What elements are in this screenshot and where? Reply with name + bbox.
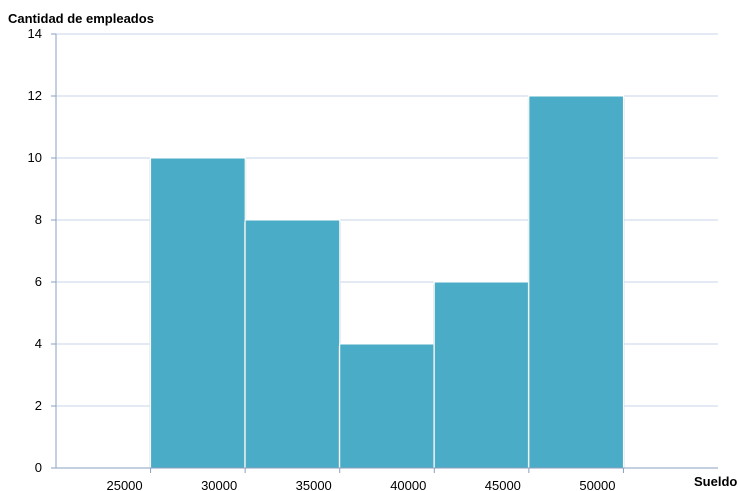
x-tick-label-40000: 40000 bbox=[390, 478, 426, 491]
axes bbox=[51, 33, 718, 473]
y-tick-label-10: 10 bbox=[28, 150, 42, 165]
x-tick-labels: 25000 30000 35000 40000 45000 50000 bbox=[106, 478, 615, 491]
y-tick-label-14: 14 bbox=[28, 26, 42, 41]
x-axis-label: Sueldo bbox=[694, 474, 737, 489]
y-tick-label-2: 2 bbox=[35, 398, 42, 413]
x-tick-label-30000: 30000 bbox=[201, 478, 237, 491]
y-tick-label-0: 0 bbox=[35, 460, 42, 475]
bar-30000-35000 bbox=[244, 219, 341, 469]
bars bbox=[149, 95, 625, 469]
x-tick-label-35000: 35000 bbox=[296, 478, 332, 491]
y-tick-labels: 0 2 4 6 8 10 12 14 bbox=[28, 26, 42, 475]
y-tick-label-12: 12 bbox=[28, 88, 42, 103]
y-tick-label-6: 6 bbox=[35, 274, 42, 289]
y-axis-label: Cantidad de empleados bbox=[8, 11, 154, 26]
x-tick-label-25000: 25000 bbox=[106, 478, 142, 491]
y-tick-label-8: 8 bbox=[35, 212, 42, 227]
x-tick-label-50000: 50000 bbox=[579, 478, 615, 491]
bar-45000-50000 bbox=[528, 95, 624, 469]
y-tick-label-4: 4 bbox=[35, 336, 42, 351]
x-tick-label-45000: 45000 bbox=[485, 478, 521, 491]
bar-25000-30000 bbox=[150, 157, 246, 469]
bar-40000-45000 bbox=[433, 281, 530, 469]
bar-35000-40000 bbox=[339, 343, 435, 469]
